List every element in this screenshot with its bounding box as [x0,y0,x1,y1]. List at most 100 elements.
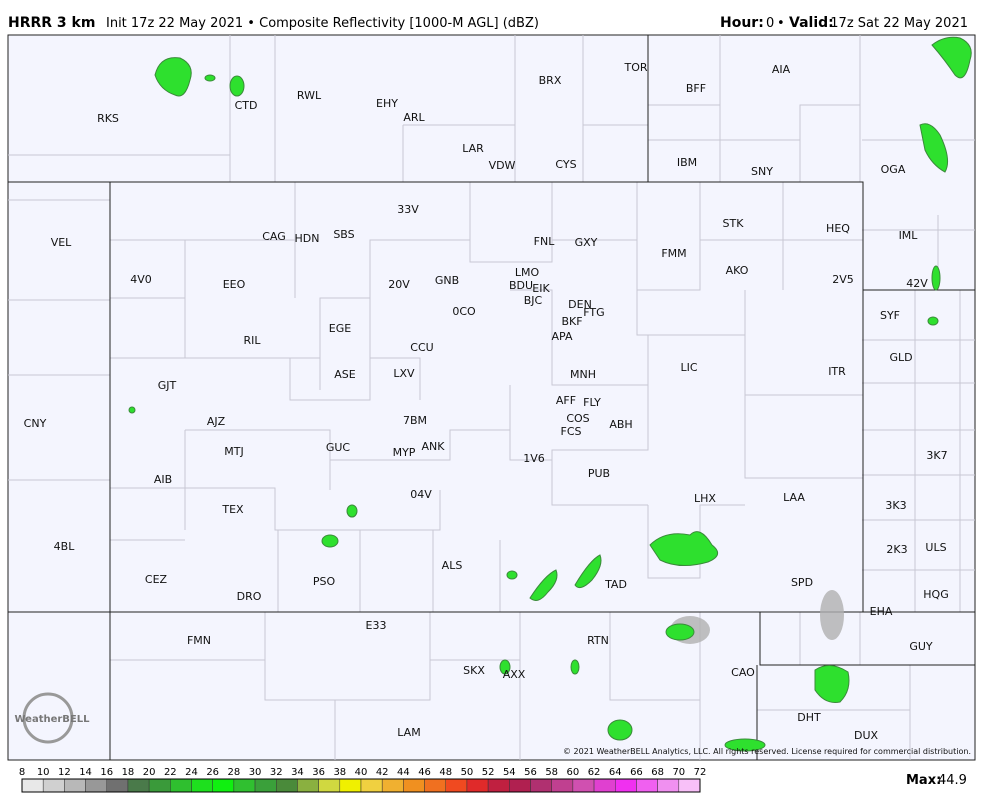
station-label: GUY [909,640,933,653]
station-label: 1V6 [523,452,545,465]
colorbar-tick-label: 46 [418,767,431,778]
echo [574,554,602,589]
station-label: IBM [677,156,697,169]
station-label: DUX [854,729,879,742]
colorbar-segment [42,778,65,793]
station-label: ABH [609,418,632,431]
station-label: ITR [828,365,846,378]
colorbar-segment [445,778,468,793]
station-label: GJT [158,379,177,392]
station-label: LAR [462,142,484,155]
station-label: TOR [623,61,647,74]
colorbar-segment [424,778,446,793]
station-label: 2V5 [832,273,854,286]
valid-time: 17z Sat 22 May 2021 [830,16,968,31]
station-label: BRX [539,74,562,87]
station-label: RTN [587,634,609,647]
station-label: RKS [97,112,119,125]
colorbar-segment [64,778,86,793]
model-name: HRRR 3 km [8,15,95,31]
station-label: EIK [532,282,550,295]
echo [204,74,216,82]
colorbar-tick-label: 24 [185,767,198,778]
colorbar-tick-label: 60 [567,767,580,778]
station-label: LMO [515,266,540,279]
colorbar-segment [148,778,171,793]
colorbar-segment [212,778,235,793]
station-label: 4V0 [130,273,152,286]
station-label: SKX [463,664,485,677]
colorbar-tick-label: 66 [630,767,643,778]
station-label: CAO [731,666,755,679]
station-label: AXX [503,668,526,681]
colorbar-segment [233,778,256,793]
hour-value: 0 [766,16,774,31]
station-label: CEZ [145,573,168,586]
colorbar-segment [403,778,425,793]
hour-label: Hour: [720,15,764,31]
station-label: 7BM [403,414,427,427]
station-label: GUC [326,441,351,454]
colorbar-tick-label: 58 [545,767,558,778]
colorbar-tick-label: 22 [164,767,177,778]
echo [529,569,558,601]
station-label: ANK [422,440,446,453]
station-label: DRO [237,590,262,603]
colorbar-tick-label: 30 [249,767,262,778]
station-label: AIA [772,63,791,76]
station-label: SBS [333,228,354,241]
station-label: E33 [366,619,387,632]
valid-label: Valid: [789,15,834,31]
station-label: FLY [583,396,601,409]
station-label: BFF [686,82,706,95]
station-label: LHX [694,492,716,505]
map-frame [7,34,976,761]
colorbar-segment [615,778,637,793]
colorbar-segment [678,778,701,793]
echo [499,659,511,675]
county-lines [8,35,975,760]
station-label: LAM [397,726,420,739]
run-description: Init 17z 22 May 2021 • Composite Reflect… [106,16,539,31]
colorbar-segment [318,778,341,793]
station-label: VEL [51,236,72,249]
colorbar-segment [339,778,362,793]
station-label: MTJ [224,445,243,458]
colorbar-tick-label: 52 [482,767,495,778]
station-label: 20V [388,278,410,291]
station-label: GXY [575,236,598,249]
echo [820,590,844,640]
colorbar-segment [657,778,680,793]
colorbar-segment [254,778,277,793]
colorbar: 8 10 12 14 16 18 20 22 24 26 28 30 32 34 36 38 40 42 44 46 4… [19,767,706,793]
station-label: BDU [509,279,533,292]
station-label: LAA [783,491,805,504]
station-label: ULS [925,541,946,554]
station-label: STK [723,217,745,230]
station-label: BJC [524,294,543,307]
station-label: COS [566,412,589,425]
echo [570,659,580,675]
station-label: LXV [393,367,415,380]
station-label: OGA [881,163,906,176]
colorbar-tick-label: 64 [609,767,622,778]
colorbar-tick-label: 16 [100,767,113,778]
colorbar-segment [21,778,44,793]
colorbar-tick-label: 70 [672,767,685,778]
station-labels: RKS CTD RWL EHY ARL LAR VDW CYS BRX TOR BFF AIA IBM S… [24,61,949,742]
echo [927,316,939,326]
colorbar-segment [106,778,129,793]
station-label: 0CO [452,305,476,318]
echo [346,504,358,518]
station-label: DHT [797,711,821,724]
station-label: IML [899,229,919,242]
echo [649,531,719,566]
station-label: CCU [410,341,433,354]
colorbar-tick-label: 8 [19,767,25,778]
colorbar-tick-label: 20 [143,767,156,778]
echo [229,75,245,97]
station-label: FCS [561,425,582,438]
station-label: GLD [889,351,912,364]
colorbar-tick-label: 54 [503,767,516,778]
